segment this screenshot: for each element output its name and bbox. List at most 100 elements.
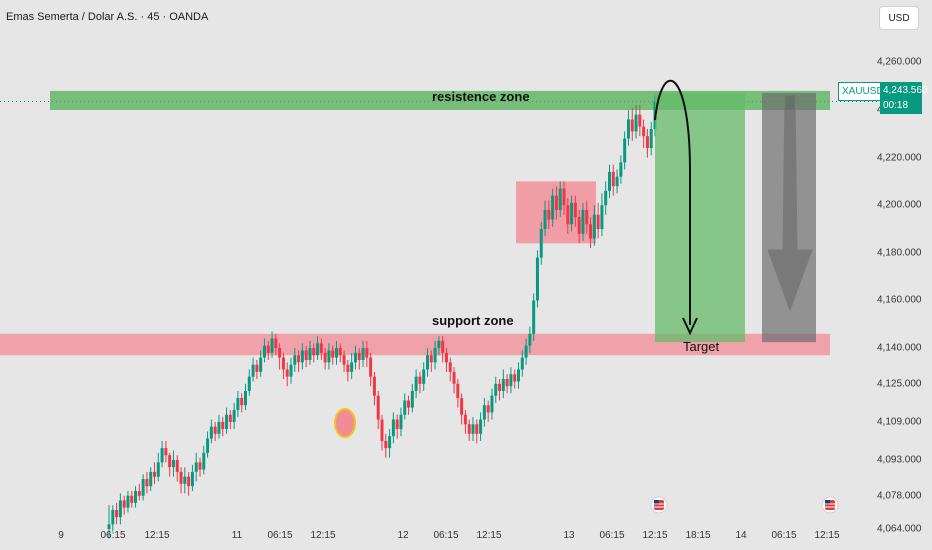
price-tick-label: 4,160.000	[877, 294, 922, 306]
swing-low-marker	[334, 408, 356, 438]
candle-body	[350, 362, 354, 372]
candle-body	[539, 229, 543, 258]
candle-body	[179, 471, 183, 484]
time-tick-label: 06:15	[433, 530, 459, 541]
candle-body	[213, 426, 217, 434]
candle	[141, 474, 145, 501]
candle-body	[626, 119, 630, 139]
candle-body	[535, 257, 539, 301]
candle-body	[175, 460, 179, 472]
candle-body	[486, 405, 490, 413]
candle-body	[365, 348, 369, 358]
candle-body	[319, 343, 323, 353]
time-tick-label: 18:15	[685, 530, 711, 541]
candle	[183, 467, 187, 494]
currency-button[interactable]: USD	[879, 6, 919, 30]
candle	[509, 367, 513, 394]
candle-body	[353, 352, 357, 363]
candle	[342, 350, 346, 372]
candle	[335, 340, 338, 365]
candle	[501, 369, 505, 399]
candle-body	[255, 364, 259, 372]
candle-body	[634, 114, 638, 132]
candle-body	[149, 471, 153, 487]
target-arrowhead-icon	[682, 317, 698, 336]
candle	[259, 350, 263, 377]
candle	[388, 429, 392, 458]
candle	[164, 440, 168, 463]
candle	[365, 340, 369, 368]
candle	[649, 121, 653, 156]
candle	[338, 343, 342, 363]
time-tick-label: 06:15	[599, 530, 625, 541]
candle-body	[145, 479, 149, 487]
candle	[179, 467, 183, 494]
candle	[456, 379, 460, 408]
candle	[596, 202, 600, 239]
price-tick-label: 4,200.000	[877, 199, 922, 211]
candle-body	[107, 524, 111, 530]
candle-body	[596, 214, 600, 230]
time-tick-label: 12:15	[144, 530, 170, 541]
candle	[429, 350, 433, 372]
candle-body	[532, 300, 536, 334]
candle	[327, 343, 331, 370]
candle-body	[577, 217, 581, 234]
target-label: Target	[683, 339, 720, 354]
candle	[346, 359, 350, 382]
candle-body	[236, 398, 240, 410]
candle-body	[566, 205, 570, 225]
candle-body	[240, 398, 244, 406]
candle-body	[206, 438, 210, 453]
candle-body	[623, 138, 627, 163]
ticker-tag: XAUUSD	[838, 82, 888, 101]
symbol-title: Emas Semerta / Dolar A.S. · 45 · OANDA	[6, 11, 209, 23]
time-tick-label: 06:15	[771, 530, 797, 541]
candle-body	[604, 190, 608, 206]
candle-body	[520, 357, 524, 370]
candle	[642, 119, 646, 149]
candle	[130, 490, 134, 508]
candle-body	[266, 345, 270, 353]
time-tick-label: 11	[231, 530, 243, 541]
candle-body	[505, 379, 509, 387]
candle-body	[494, 383, 498, 396]
candle-body	[221, 421, 225, 430]
candle-body	[244, 390, 247, 406]
candle	[615, 169, 619, 194]
projection-arrow-icon	[767, 94, 813, 312]
candle-body	[187, 476, 191, 487]
candle-body	[323, 352, 327, 363]
candle-body	[384, 440, 388, 449]
candle	[418, 371, 422, 394]
candle	[289, 357, 293, 384]
candle-body	[554, 195, 558, 210]
candle-body	[388, 436, 392, 449]
candle-body	[403, 400, 407, 415]
candle	[376, 390, 380, 430]
price-tick-label: 4,125.000	[877, 378, 922, 390]
candle	[266, 340, 270, 360]
resistance-zone-label: resistence zone	[432, 89, 530, 104]
candle	[422, 362, 426, 391]
candle-body	[327, 350, 331, 363]
candle	[513, 369, 517, 389]
candle-body	[194, 462, 198, 472]
candle	[558, 181, 562, 218]
candle-body	[448, 362, 452, 372]
candle	[433, 340, 437, 370]
candle	[403, 393, 407, 420]
candle	[384, 433, 388, 458]
candle-body	[452, 371, 456, 384]
candle-body	[331, 350, 335, 358]
projection-box	[762, 92, 816, 343]
candle-body	[118, 500, 122, 518]
candle	[562, 181, 566, 215]
candle-body	[570, 202, 574, 225]
candle-body	[202, 452, 206, 470]
candle-body	[509, 374, 513, 387]
candle	[312, 343, 316, 363]
support-zone	[0, 333, 830, 356]
candle	[236, 390, 240, 418]
